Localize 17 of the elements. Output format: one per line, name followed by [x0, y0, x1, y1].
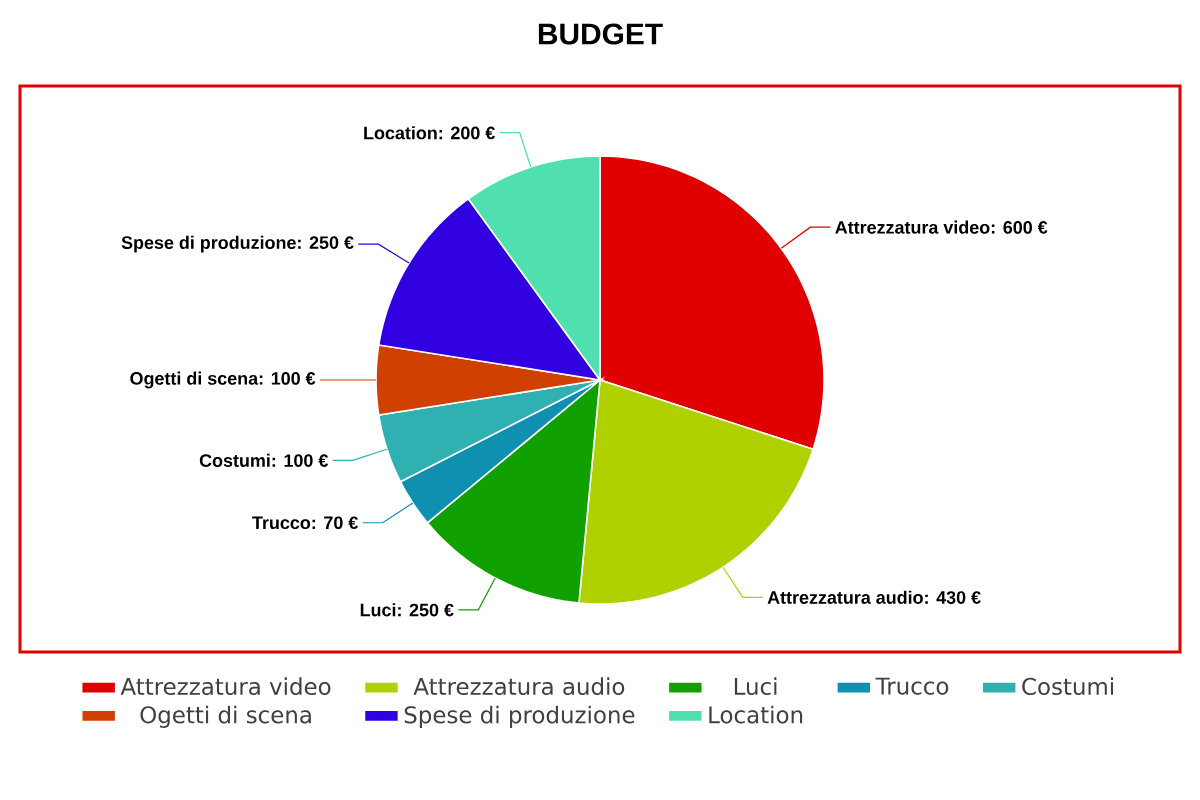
legend-label: Attrezzatura audio [413, 677, 625, 696]
data-label: Spese di produzione: 250 € [121, 235, 354, 253]
chart-title: BUDGET [538, 23, 663, 45]
legend-label: Ogetti di scena [140, 705, 311, 728]
legend-label: Attrezzatura video [120, 677, 331, 696]
data-label: Attrezzatura audio: 430 € [767, 590, 981, 604]
legend-label: Location [709, 705, 803, 724]
legend-label: Trucco [875, 677, 949, 695]
data-label: Costumi: 100 € [199, 453, 328, 467]
data-label: Trucco: 70 € [252, 516, 358, 530]
legend-label: Costumi [1022, 677, 1113, 696]
data-label: Attrezzatura video: 600 € [835, 220, 1048, 234]
data-label: Luci: 250 € [360, 603, 454, 617]
legend-label: Luci [734, 677, 777, 696]
data-label: Ogetti di scena: 100 € [130, 371, 316, 389]
data-label: Location: 200 € [364, 126, 495, 140]
legend-label: Spese di produzione [404, 705, 635, 728]
